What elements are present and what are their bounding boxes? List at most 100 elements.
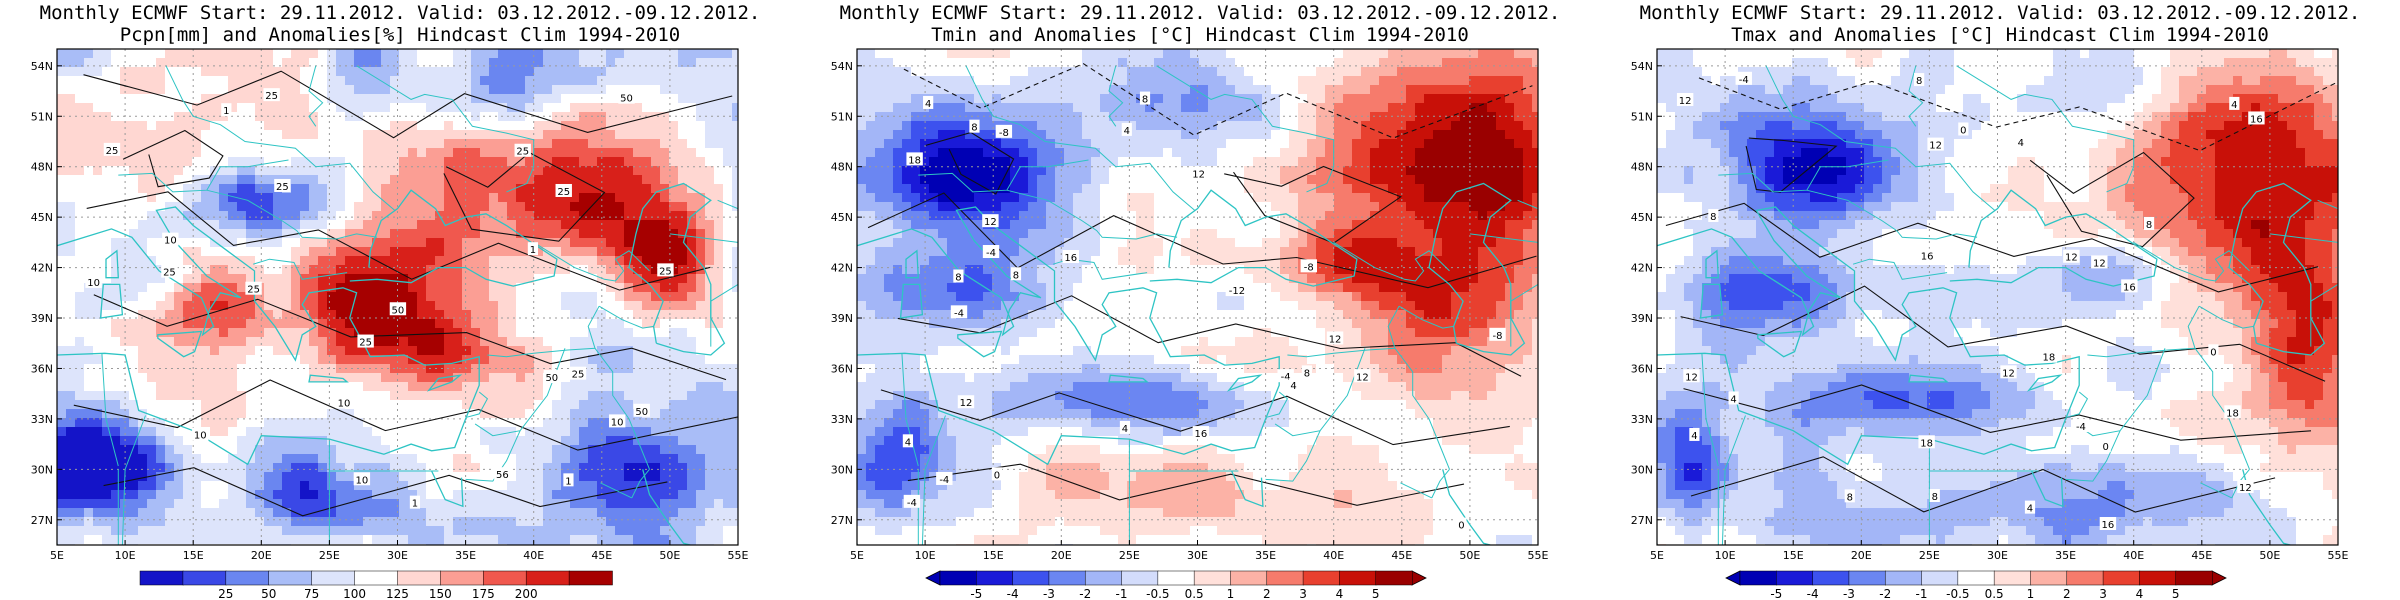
anomaly-cell: [345, 463, 355, 473]
anomaly-cell: [165, 427, 175, 437]
anomaly-cell: [300, 103, 310, 113]
anomaly-cell: [183, 346, 193, 356]
anomaly-cell: [561, 445, 571, 455]
anomaly-cell: [498, 535, 508, 545]
anomaly-cell: [372, 139, 382, 149]
contour-label-box: [161, 264, 178, 278]
anomaly-cell: [498, 301, 508, 311]
anomaly-cell: [426, 67, 436, 77]
anomaly-cell: [399, 220, 409, 230]
anomaly-cell: [543, 256, 553, 266]
anomaly-cell: [66, 112, 76, 122]
anomaly-cell: [417, 427, 427, 437]
anomaly-cell: [174, 355, 184, 365]
anomaly-cell: [1514, 85, 1524, 95]
anomaly-cell: [705, 175, 715, 185]
anomaly-cell: [444, 409, 454, 419]
anomaly-cell: [345, 517, 355, 527]
anomaly-cell: [516, 391, 526, 401]
anomaly-cell: [318, 103, 328, 113]
anomaly-cell: [444, 499, 454, 509]
anomaly-cell: [84, 355, 94, 365]
anomaly-cell: [1163, 49, 1173, 59]
anomaly-cell: [723, 436, 733, 446]
anomaly-cell: [1406, 85, 1416, 95]
anomaly-cell: [210, 58, 220, 68]
anomaly-cell: [75, 85, 85, 95]
anomaly-cell: [678, 139, 688, 149]
anomaly-cell: [651, 49, 661, 59]
colorbar-tick-label: 25: [218, 587, 233, 600]
anomaly-cell: [354, 148, 364, 158]
anomaly-cell: [309, 139, 319, 149]
y-tick-label: 27N: [31, 514, 53, 527]
anomaly-cell: [399, 166, 409, 176]
anomaly-cell: [183, 292, 193, 302]
anomaly-cell: [336, 274, 346, 284]
anomaly-cell: [372, 85, 382, 95]
anomaly-cell: [696, 436, 706, 446]
anomaly-cell: [893, 76, 903, 86]
anomaly-cell: [381, 517, 391, 527]
anomaly-cell: [444, 283, 454, 293]
anomaly-cell: [525, 463, 535, 473]
anomaly-cell: [165, 103, 175, 113]
anomaly-cell: [201, 94, 211, 104]
anomaly-cell: [183, 274, 193, 284]
contour-line: [93, 294, 727, 381]
anomaly-cell: [570, 49, 580, 59]
anomaly-cell: [714, 220, 724, 230]
anomaly-cell: [624, 454, 634, 464]
anomaly-cell: [426, 508, 436, 518]
anomaly-cell: [1460, 103, 1470, 113]
anomaly-cell: [507, 265, 517, 275]
colorbar-segment: [182, 570, 227, 586]
anomaly-cell: [147, 292, 157, 302]
anomaly-cell: [1073, 76, 1083, 86]
anomaly-cell: [642, 274, 652, 284]
anomaly-cell: [471, 103, 481, 113]
anomaly-cell: [255, 121, 265, 131]
anomaly-cell: [471, 121, 481, 131]
anomaly-cell: [174, 76, 184, 86]
anomaly-cell: [417, 535, 427, 545]
anomaly-cell: [1037, 112, 1047, 122]
anomaly-cell: [444, 166, 454, 176]
anomaly-cell: [552, 508, 562, 518]
anomaly-cell: [219, 535, 229, 545]
anomaly-cell: [732, 409, 738, 419]
anomaly-cell: [1424, 67, 1434, 77]
anomaly-cell: [1100, 94, 1110, 104]
anomaly-cell: [138, 256, 148, 266]
anomaly-cell: [723, 463, 733, 473]
anomaly-cell: [489, 49, 499, 59]
anomaly-cell: [183, 436, 193, 446]
anomaly-cell: [363, 436, 373, 446]
anomaly-cell: [129, 472, 139, 482]
anomaly-cell: [1046, 76, 1056, 86]
anomaly-cell: [417, 508, 427, 518]
anomaly-cell: [309, 184, 319, 194]
anomaly-cell: [138, 58, 148, 68]
anomaly-cell: [426, 400, 436, 410]
anomaly-cell: [228, 265, 238, 275]
anomaly-cell: [642, 247, 652, 257]
anomaly-cell: [345, 436, 355, 446]
anomaly-cell: [723, 418, 733, 428]
anomaly-cell: [309, 76, 319, 86]
anomaly-cell: [714, 211, 724, 221]
anomaly-cell: [228, 472, 238, 482]
anomaly-cell: [435, 130, 445, 140]
anomaly-cell: [678, 427, 688, 437]
anomaly-cell: [381, 103, 391, 113]
anomaly-cell: [624, 220, 634, 230]
anomaly-cell: [1442, 94, 1452, 104]
anomaly-cell: [174, 463, 184, 473]
anomaly-cell: [318, 184, 328, 194]
anomaly-cell: [669, 283, 679, 293]
anomaly-cell: [1217, 49, 1227, 59]
anomaly-cell: [471, 409, 481, 419]
anomaly-cell: [696, 526, 706, 536]
anomaly-cell: [669, 157, 679, 167]
anomaly-cell: [372, 292, 382, 302]
